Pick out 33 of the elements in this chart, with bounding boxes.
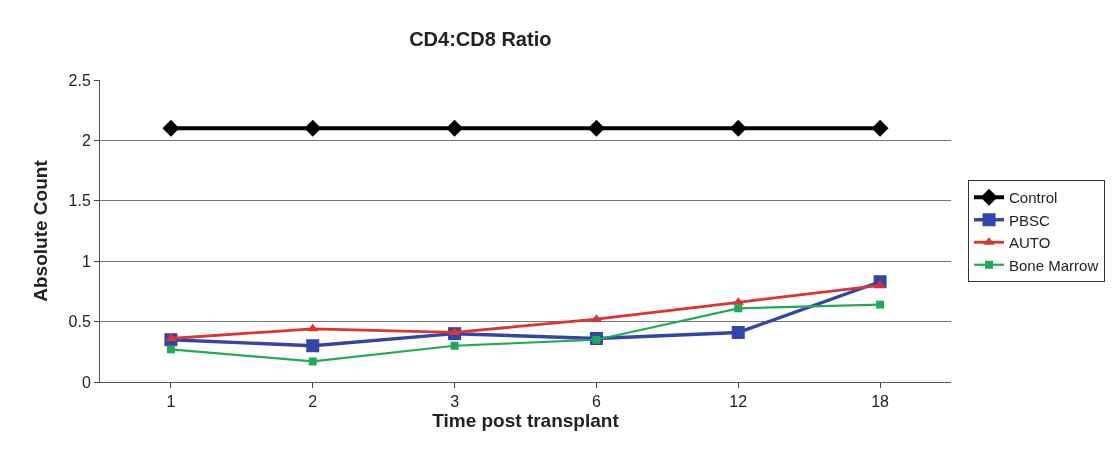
y-tick-label: 2 <box>81 132 91 149</box>
x-tick-label: 6 <box>591 393 601 411</box>
x-tick-label: 1 <box>166 393 176 411</box>
point <box>446 119 464 137</box>
point <box>166 345 175 354</box>
y-tick-label: 0 <box>81 373 91 391</box>
point <box>587 119 605 137</box>
legend-label: Bone Marrow <box>1009 256 1099 274</box>
x-tick-label: 3 <box>450 393 460 411</box>
point <box>876 300 885 309</box>
x-axis-title: Time post transplant <box>432 410 620 432</box>
point <box>450 341 459 350</box>
point <box>308 357 317 366</box>
y-tick-label: 1 <box>81 252 91 270</box>
point <box>304 119 322 137</box>
legend-label: Control <box>1009 189 1058 207</box>
legend-label: AUTO <box>1009 234 1051 252</box>
y-tick-label: 0.5 <box>68 313 91 331</box>
point <box>306 339 320 353</box>
x-tick-label: 12 <box>729 393 748 411</box>
point <box>871 119 889 137</box>
point <box>729 119 747 137</box>
chart-title: CD4:CD8 Ratio <box>409 27 552 50</box>
point <box>731 325 745 339</box>
x-tick-label: 2 <box>308 393 318 411</box>
legend-label: PBSC <box>1009 211 1051 229</box>
point <box>162 119 180 137</box>
y-axis-title: Absolute Count <box>30 159 52 302</box>
point <box>734 304 743 313</box>
x-tick-label: 18 <box>871 393 890 411</box>
point <box>165 333 177 342</box>
y-tick-label: 2.5 <box>68 71 91 89</box>
y-tick-label: 1.5 <box>68 192 91 210</box>
